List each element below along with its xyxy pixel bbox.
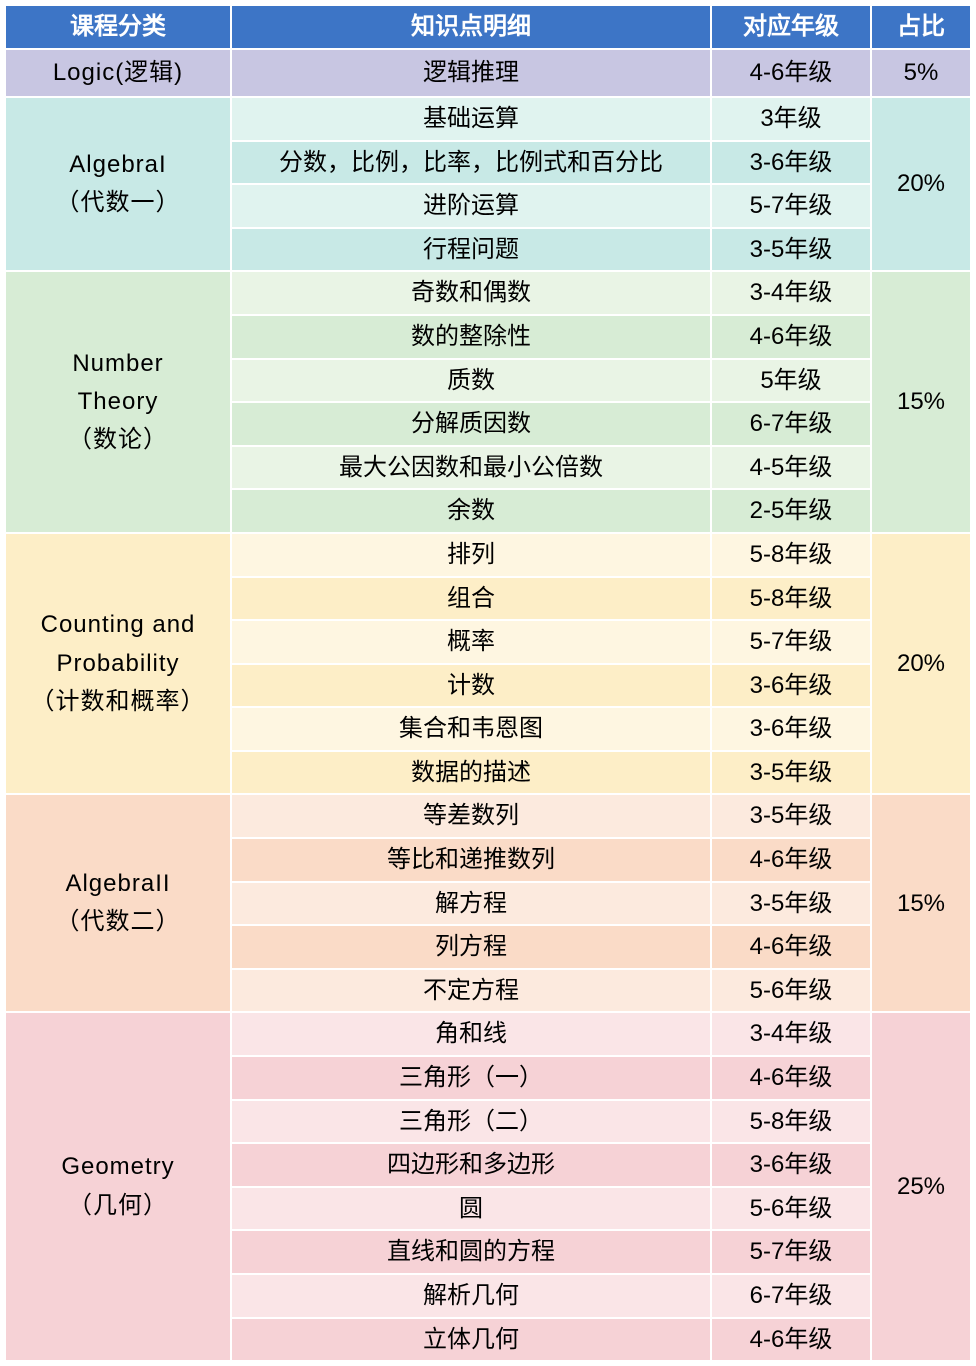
grade-cell: 4-6年级 — [711, 315, 871, 359]
topic-cell: 等比和递推数列 — [231, 838, 711, 882]
topic-cell: 直线和圆的方程 — [231, 1230, 711, 1274]
topic-cell: 解方程 — [231, 882, 711, 926]
curriculum-table: 课程分类知识点明细对应年级占比 Logic(逻辑)逻辑推理4-6年级5%Alge… — [4, 4, 972, 1362]
grade-cell: 4-6年级 — [711, 49, 871, 97]
grade-cell: 3-5年级 — [711, 751, 871, 795]
percent-cell: 15% — [871, 271, 971, 533]
grade-cell: 3-4年级 — [711, 1012, 871, 1056]
category-cell: Geometry （几何） — [5, 1012, 231, 1361]
topic-cell: 进阶运算 — [231, 184, 711, 228]
grade-cell: 5-7年级 — [711, 1230, 871, 1274]
grade-cell: 5-6年级 — [711, 1187, 871, 1231]
topic-cell: 列方程 — [231, 925, 711, 969]
category-cell: Counting and Probability （计数和概率） — [5, 533, 231, 795]
topic-cell: 基础运算 — [231, 97, 711, 141]
category-cell: Logic(逻辑) — [5, 49, 231, 97]
grade-cell: 4-6年级 — [711, 838, 871, 882]
grade-cell: 5-7年级 — [711, 184, 871, 228]
grade-cell: 3-6年级 — [711, 707, 871, 751]
category-cell: Number Theory （数论） — [5, 271, 231, 533]
grade-cell: 4-6年级 — [711, 1318, 871, 1362]
percent-cell: 20% — [871, 97, 971, 271]
grade-cell: 5-8年级 — [711, 577, 871, 621]
topic-cell: 行程问题 — [231, 228, 711, 272]
topic-cell: 分数，比例，比率，比例式和百分比 — [231, 141, 711, 185]
topic-cell: 排列 — [231, 533, 711, 577]
topic-cell: 立体几何 — [231, 1318, 711, 1362]
grade-cell: 3-6年级 — [711, 141, 871, 185]
grade-cell: 3-6年级 — [711, 1143, 871, 1187]
topic-cell: 组合 — [231, 577, 711, 621]
topic-cell: 不定方程 — [231, 969, 711, 1013]
category-cell: AlgebraII （代数二） — [5, 794, 231, 1012]
col-header-3: 占比 — [871, 5, 971, 49]
topic-cell: 三角形（一） — [231, 1056, 711, 1100]
grade-cell: 5-8年级 — [711, 1100, 871, 1144]
topic-cell: 三角形（二） — [231, 1100, 711, 1144]
percent-cell: 15% — [871, 794, 971, 1012]
category-cell: AlgebraI （代数一） — [5, 97, 231, 271]
table-row: Logic(逻辑)逻辑推理4-6年级5% — [5, 49, 971, 97]
grade-cell: 5-6年级 — [711, 969, 871, 1013]
topic-cell: 角和线 — [231, 1012, 711, 1056]
grade-cell: 2-5年级 — [711, 489, 871, 533]
col-header-2: 对应年级 — [711, 5, 871, 49]
grade-cell: 4-6年级 — [711, 925, 871, 969]
table-row: Number Theory （数论）奇数和偶数3-4年级15% — [5, 271, 971, 315]
grade-cell: 4-5年级 — [711, 446, 871, 490]
grade-cell: 3-5年级 — [711, 228, 871, 272]
grade-cell: 5-7年级 — [711, 620, 871, 664]
table-row: Geometry （几何）角和线3-4年级25% — [5, 1012, 971, 1056]
table-row: AlgebraII （代数二）等差数列3-5年级15% — [5, 794, 971, 838]
topic-cell: 奇数和偶数 — [231, 271, 711, 315]
topic-cell: 概率 — [231, 620, 711, 664]
grade-cell: 5-8年级 — [711, 533, 871, 577]
topic-cell: 逻辑推理 — [231, 49, 711, 97]
percent-cell: 5% — [871, 49, 971, 97]
topic-cell: 解析几何 — [231, 1274, 711, 1318]
topic-cell: 数的整除性 — [231, 315, 711, 359]
topic-cell: 集合和韦恩图 — [231, 707, 711, 751]
col-header-0: 课程分类 — [5, 5, 231, 49]
grade-cell: 3-5年级 — [711, 794, 871, 838]
topic-cell: 圆 — [231, 1187, 711, 1231]
topic-cell: 分解质因数 — [231, 402, 711, 446]
percent-cell: 20% — [871, 533, 971, 795]
grade-cell: 6-7年级 — [711, 1274, 871, 1318]
percent-cell: 25% — [871, 1012, 971, 1361]
topic-cell: 等差数列 — [231, 794, 711, 838]
topic-cell: 最大公因数和最小公倍数 — [231, 446, 711, 490]
topic-cell: 质数 — [231, 359, 711, 403]
table-header-row: 课程分类知识点明细对应年级占比 — [5, 5, 971, 49]
grade-cell: 3-6年级 — [711, 664, 871, 708]
col-header-1: 知识点明细 — [231, 5, 711, 49]
topic-cell: 计数 — [231, 664, 711, 708]
topic-cell: 余数 — [231, 489, 711, 533]
table-row: Counting and Probability （计数和概率）排列5-8年级2… — [5, 533, 971, 577]
grade-cell: 5年级 — [711, 359, 871, 403]
grade-cell: 3-4年级 — [711, 271, 871, 315]
table-row: AlgebraI （代数一）基础运算3年级20% — [5, 97, 971, 141]
grade-cell: 3-5年级 — [711, 882, 871, 926]
grade-cell: 4-6年级 — [711, 1056, 871, 1100]
topic-cell: 四边形和多边形 — [231, 1143, 711, 1187]
topic-cell: 数据的描述 — [231, 751, 711, 795]
grade-cell: 3年级 — [711, 97, 871, 141]
grade-cell: 6-7年级 — [711, 402, 871, 446]
